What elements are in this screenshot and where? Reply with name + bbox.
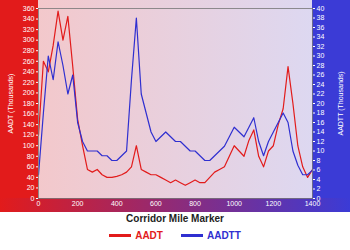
svg-text:30: 30: [317, 52, 325, 59]
svg-text:260: 260: [23, 58, 35, 65]
svg-text:60: 60: [27, 163, 35, 170]
svg-text:40: 40: [27, 174, 35, 181]
svg-text:40: 40: [317, 5, 325, 12]
svg-text:0: 0: [317, 195, 321, 202]
svg-text:280: 280: [23, 47, 35, 54]
svg-text:320: 320: [23, 26, 35, 33]
svg-text:6: 6: [317, 166, 321, 173]
svg-text:34: 34: [317, 33, 325, 40]
svg-text:1000: 1000: [226, 200, 242, 207]
svg-text:340: 340: [23, 15, 35, 22]
svg-text:36: 36: [317, 24, 325, 31]
svg-text:26: 26: [317, 71, 325, 78]
svg-text:0: 0: [31, 195, 35, 202]
svg-text:140: 140: [23, 121, 35, 128]
svg-text:200: 200: [72, 200, 84, 207]
svg-text:20: 20: [317, 100, 325, 107]
svg-text:2: 2: [317, 185, 321, 192]
svg-text:1200: 1200: [266, 200, 282, 207]
svg-text:240: 240: [23, 68, 35, 75]
svg-text:28: 28: [317, 62, 325, 69]
svg-text:160: 160: [23, 110, 35, 117]
svg-text:20: 20: [27, 184, 35, 191]
svg-text:16: 16: [317, 119, 325, 126]
svg-text:38: 38: [317, 14, 325, 21]
svg-text:32: 32: [317, 43, 325, 50]
svg-text:180: 180: [23, 100, 35, 107]
svg-text:8: 8: [317, 157, 321, 164]
html-text:Corridor Mile Marker: Corridor Mile Marker: [126, 213, 224, 224]
svg-text:22: 22: [317, 90, 325, 97]
svg-text:4: 4: [317, 176, 321, 183]
svg-text:360: 360: [23, 5, 35, 12]
svg-text:600: 600: [150, 200, 162, 207]
svg-text:200: 200: [23, 89, 35, 96]
svg-text:220: 220: [23, 79, 35, 86]
svg-text:AADT (Thousands): AADT (Thousands): [7, 74, 15, 134]
svg-text:1400: 1400: [304, 200, 321, 208]
svg-text:100: 100: [23, 142, 35, 149]
html-text:AADT: AADT: [135, 229, 163, 241]
svg-text:80: 80: [27, 153, 35, 160]
svg-text:400: 400: [111, 200, 123, 207]
svg-text:AADTT (Thousands): AADTT (Thousands): [337, 71, 345, 135]
svg-text:24: 24: [317, 81, 325, 88]
svg-text:300: 300: [23, 36, 35, 43]
svg-text:12: 12: [317, 138, 325, 145]
svg-text:800: 800: [189, 200, 201, 207]
svg-text:120: 120: [23, 131, 35, 138]
svg-text:0: 0: [37, 200, 41, 207]
html-text:AADTT: AADTT: [206, 229, 241, 241]
svg-text:14: 14: [317, 128, 325, 135]
svg-text:10: 10: [317, 147, 325, 154]
svg-text:18: 18: [317, 109, 325, 116]
